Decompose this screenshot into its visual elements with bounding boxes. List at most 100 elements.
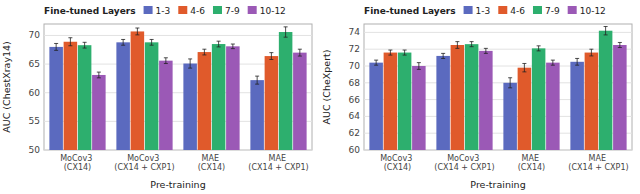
bar [503,83,517,150]
error-bar [217,41,221,47]
x-tick-label: MoCov3 (CX14) [60,154,95,172]
bar [412,66,426,150]
bar [369,63,383,150]
y-tick-label: 74 [349,27,361,37]
bar [436,56,450,150]
bar [183,64,197,150]
error-bar [575,58,579,65]
error-bar [68,38,72,46]
marks [49,27,306,150]
legend-title: Fine-tuned Layers [44,6,136,16]
grid-line [44,35,312,36]
bar [570,62,584,150]
error-bar [150,39,154,45]
error-bar [269,53,273,60]
legend-label: 1-3 [156,6,171,16]
legend-swatch [533,6,542,14]
legend-swatch [498,6,507,14]
bar [293,53,307,150]
legend-swatch [464,6,473,14]
x-axis-label: Pre-training [150,179,205,190]
y-axis-label: AUC (ChestXray14) [1,41,12,133]
plot-frame [44,24,312,150]
bar [212,44,226,150]
error-bar [298,49,302,56]
error-bar [551,60,555,65]
bar [145,42,159,150]
error-bar [188,59,192,68]
legend-label: 7-9 [545,6,560,16]
y-axis-label: AUC (CheXpert) [321,49,332,124]
error-bar [403,50,407,55]
bar [131,31,145,150]
y-tick-label: 60 [349,145,361,155]
error-bar [537,46,541,51]
error-bar [388,50,392,55]
error-bar [441,53,445,58]
legend-label: 10-12 [580,6,606,16]
error-bar [135,28,139,35]
plot-frame [364,24,632,150]
x-tick-label: MoCov3 (CX14) [380,154,415,172]
error-bar [97,72,101,78]
marks [369,27,626,150]
bar [64,42,78,150]
bar [92,75,106,150]
y-tick-label: 64 [349,111,361,121]
bar [116,42,130,150]
error-bar [417,63,421,70]
x-axis-label: Pre-training [470,179,525,190]
legend-label: 1-3 [476,6,491,16]
bar [78,45,92,150]
y-tick-label: 66 [349,95,361,105]
y-tick-label: 62 [349,128,360,138]
error-bar [604,27,608,35]
legend-title: Fine-tuned Layers [364,6,456,16]
bar [451,45,465,150]
x-tick-label: MAE (CX14 + CXP1) [248,154,308,172]
y-tick-label: 65 [29,59,40,69]
bar [226,46,240,150]
y-tick-label: 68 [349,78,361,88]
legend-label: 4-6 [190,6,205,16]
bar [532,48,546,150]
legend-swatch [144,6,153,14]
y-tick-label: 50 [29,145,41,155]
legend-label: 7-9 [225,6,240,16]
error-bar [164,58,168,64]
bar [613,45,627,150]
legend-label: 10-12 [260,6,286,16]
error-bar [121,39,125,45]
bar [159,61,173,150]
chart: 5055606570MoCov3 (CX14)MoCov3 (CX14 + CX… [0,0,640,194]
bar [49,47,63,150]
error-bar [374,60,378,65]
legend: Fine-tuned Layers 1-3 4-6 7-9 10-12 [44,6,286,16]
bar [198,52,212,150]
panel: 5055606570MoCov3 (CX14)MoCov3 (CX14 + CX… [1,6,312,190]
grid-line [364,32,632,33]
x-tick-label: MAE (CX14) [198,154,226,172]
error-bar [470,42,474,47]
error-bar [284,27,288,37]
legend-swatch [213,6,222,14]
bar [279,32,293,150]
bar [599,31,613,150]
bar [546,63,560,150]
bar [398,53,412,150]
panel: 6062646668707274MoCov3 (CX14)MoCov3 (CX1… [321,6,632,190]
legend-swatch [248,6,257,14]
error-bar [455,42,459,49]
x-tick-label: MoCov3 (CX14 + CXP1) [114,154,174,172]
error-bar [508,78,512,88]
error-bar [589,49,593,56]
error-bar [522,63,526,71]
bar [465,44,479,150]
legend-label: 4-6 [510,6,525,16]
error-bar [484,48,488,53]
error-bar [255,76,259,84]
error-bar [231,44,235,49]
error-bar [54,43,58,50]
legend-swatch [178,6,187,14]
error-bar [618,42,622,47]
